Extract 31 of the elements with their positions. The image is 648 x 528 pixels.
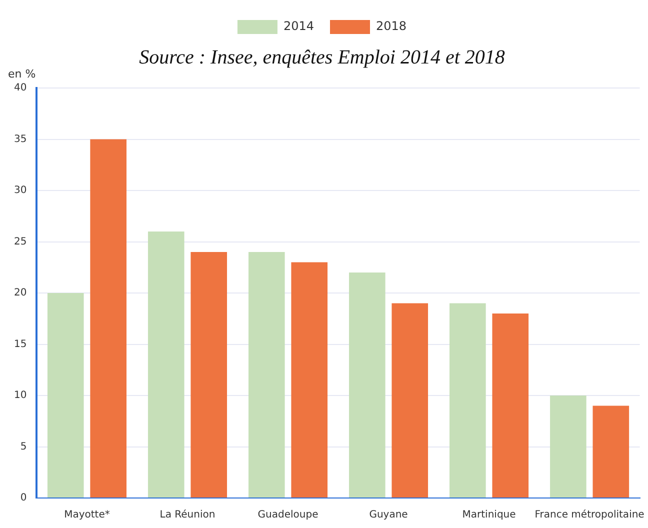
x-tick-label: Guadeloupe [258,510,318,521]
chart-title: Source : Insee, enquêtes Emploi 2014 et 2018 [139,46,505,68]
bar [190,252,228,498]
x-tick-label: Martinique [462,510,516,521]
x-tick-label: France métropolitaine [534,510,644,521]
y-tick-label: 40 [14,82,27,94]
bar [90,139,126,498]
bar [148,232,184,498]
y-tick-label: 10 [14,390,27,402]
y-tick-label: 20 [14,288,27,299]
bar [291,262,328,498]
y-axis-title: en % [8,67,36,80]
bar [47,293,84,498]
x-tick-label: Guyane [369,510,408,521]
legend-label: 2014 [283,19,314,34]
y-tick-label: 5 [20,441,27,452]
y-tick-label: 30 [14,185,27,196]
legend-label: 2018 [376,19,407,34]
x-tick-label: La Réunion [160,510,216,521]
y-tick-label: 15 [14,338,27,350]
bar [592,406,630,498]
bar [492,314,529,498]
y-tick-label: 0 [20,492,27,504]
bar [450,303,486,498]
y-tick-label: 35 [14,134,27,145]
bar [248,252,285,498]
bar [349,272,386,498]
y-tick-label: 25 [14,236,27,248]
bar [392,303,428,498]
bar [550,396,586,498]
x-tick-label: Mayotte* [64,510,110,521]
